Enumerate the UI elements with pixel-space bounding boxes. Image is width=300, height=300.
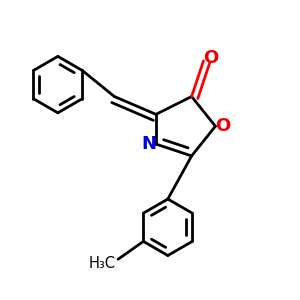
Text: O: O xyxy=(203,49,219,67)
Text: N: N xyxy=(141,135,156,153)
Text: O: O xyxy=(215,117,230,135)
Text: H₃C: H₃C xyxy=(88,256,115,271)
